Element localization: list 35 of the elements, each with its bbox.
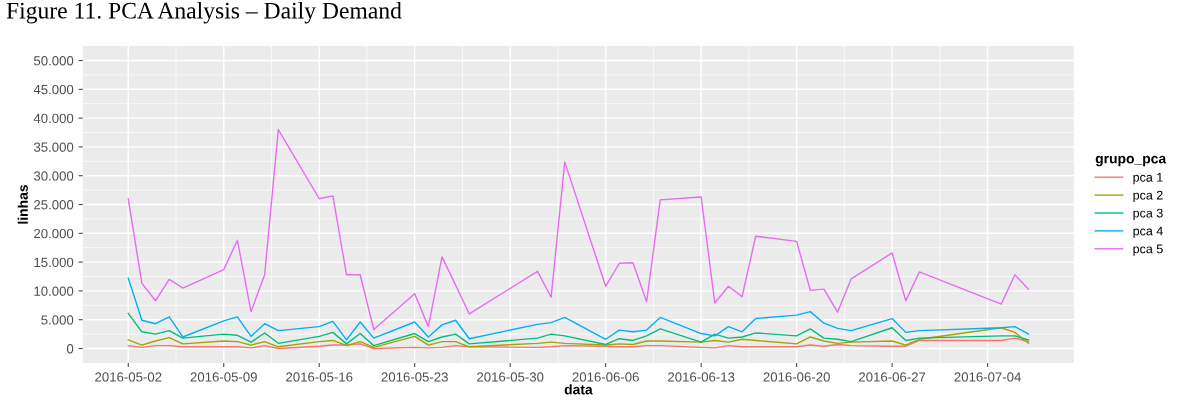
x-tick-label: 2016-05-23 — [381, 372, 448, 382]
x-tick-label: 2016-05-09 — [190, 372, 257, 382]
y-tick-label: 30.000 — [33, 171, 74, 181]
x-tick-label: 2016-06-20 — [763, 372, 830, 382]
legend-label: pca 2 — [1133, 190, 1163, 203]
legend-label: pca 5 — [1133, 244, 1163, 256]
y-tick-label: 25.000 — [34, 200, 74, 210]
x-tick-label: 2016-06-06 — [572, 372, 639, 382]
y-axis-title: linhas — [17, 185, 28, 224]
x-tick-label: 2016-05-30 — [477, 372, 544, 382]
x-tick-label: 2016-05-02 — [95, 372, 162, 382]
y-tick-label: 35.000 — [33, 142, 74, 152]
x-axis-title: data — [564, 384, 593, 395]
x-tick-label: 2016-06-13 — [668, 372, 735, 382]
y-tick-label: 0 — [66, 344, 74, 354]
y-tick-label: 40.000 — [33, 113, 74, 124]
x-tick-label: 2016-05-16 — [286, 372, 353, 382]
line-series — [127, 312, 1030, 347]
line-series — [127, 337, 1030, 350]
y-tick-label: 45.000 — [33, 84, 74, 95]
y-tick-label: 5.000 — [41, 315, 74, 325]
y-tick-label: 10.000 — [34, 286, 74, 296]
legend-title: grupo_pca — [1095, 155, 1167, 167]
line-series — [127, 327, 1030, 349]
y-tick-label: 15.000 — [34, 257, 74, 268]
x-tick-label: 2016-06-27 — [859, 372, 926, 382]
line-series — [127, 128, 1030, 331]
legend-label: pca 3 — [1133, 208, 1163, 220]
x-tick-label: 2016-07-04 — [954, 372, 1021, 382]
line-series — [127, 277, 1030, 341]
y-tick-label: 20.000 — [34, 228, 74, 239]
y-tick-label: 50.000 — [33, 56, 74, 66]
legend-label: pca 4 — [1133, 226, 1163, 238]
chart-title: Figure 11. PCA Analysis – Daily Demand — [6, 2, 402, 24]
legend-label: pca 1 — [1133, 172, 1163, 185]
